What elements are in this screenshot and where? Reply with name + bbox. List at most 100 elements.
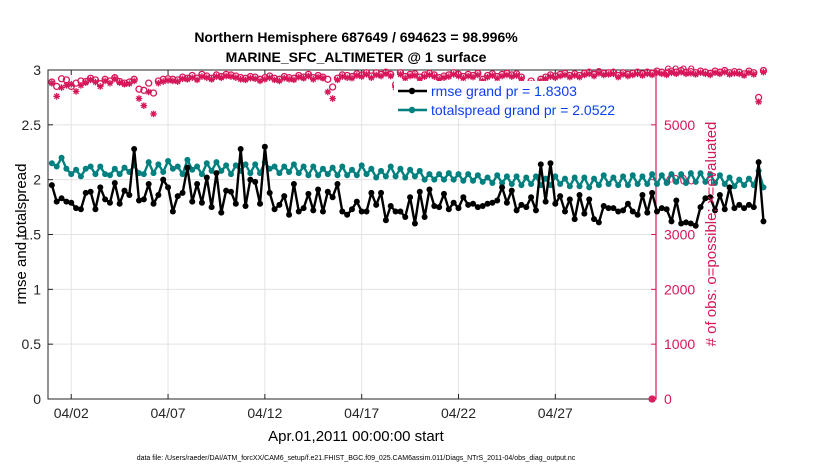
obs-evaluated-marker xyxy=(605,71,612,78)
obs-possible-marker xyxy=(711,67,719,75)
totalspread-point xyxy=(82,165,89,172)
obs-possible-marker xyxy=(212,71,221,79)
obs-evaluated-marker xyxy=(648,71,656,79)
obs-possible-marker xyxy=(362,69,371,77)
totalspread-point xyxy=(165,158,172,165)
obs-possible-marker xyxy=(96,80,104,88)
totalspread-point xyxy=(581,174,588,181)
obs-possible-marker xyxy=(77,77,85,85)
totalspread-point xyxy=(571,174,578,181)
rmse-point xyxy=(629,208,636,215)
totalspread-point xyxy=(295,170,302,177)
rmse-point xyxy=(174,193,181,200)
obs-evaluated-marker xyxy=(595,69,603,77)
rmse-point xyxy=(692,222,699,229)
obs-possible-marker xyxy=(653,67,661,75)
rmse-point xyxy=(712,207,719,214)
totalspread-point xyxy=(411,173,418,180)
y-axis-left-label: rmse and totalspread xyxy=(13,164,30,305)
totalspread-point xyxy=(692,178,699,185)
obs-evaluated-marker xyxy=(111,75,119,83)
rmse-point xyxy=(310,207,317,214)
obs-evaluated-marker xyxy=(358,73,365,80)
obs-evaluated-marker xyxy=(571,72,578,79)
totalspread-point xyxy=(92,171,99,178)
obs-possible-marker xyxy=(609,68,618,76)
obs-evaluated-marker xyxy=(542,75,549,83)
obs-possible-marker xyxy=(338,71,346,79)
obs-possible-marker xyxy=(745,67,753,75)
rmse-point xyxy=(755,159,762,166)
totalspread-point xyxy=(300,163,307,170)
obs-evaluated-marker xyxy=(285,76,293,83)
obs-possible-marker xyxy=(725,69,734,77)
rmse-point xyxy=(494,197,501,204)
rmse-point xyxy=(227,188,234,195)
totalspread-point xyxy=(223,162,230,169)
obs-possible-marker xyxy=(716,68,724,76)
rmse-point xyxy=(760,218,767,225)
obs-possible-marker xyxy=(324,75,332,83)
rmse-point xyxy=(702,195,709,202)
rmse-point xyxy=(97,184,104,191)
obs-evaluated-marker xyxy=(319,74,327,82)
obs-possible-marker xyxy=(498,70,506,79)
obs-possible-marker xyxy=(682,68,690,76)
obs-possible-marker xyxy=(474,69,482,77)
obs-possible-marker xyxy=(314,71,322,80)
rmse-point xyxy=(668,218,675,225)
totalspread-point xyxy=(232,162,239,169)
obs-evaluated-marker xyxy=(760,68,767,76)
obs-evaluated-marker xyxy=(203,74,211,81)
totalspread-point xyxy=(639,173,646,180)
obs-evaluated-marker xyxy=(377,72,385,80)
rmse-point xyxy=(736,201,743,208)
obs-evaluated-marker xyxy=(721,68,729,76)
rmse-point xyxy=(48,182,55,189)
rmse-point xyxy=(750,204,757,211)
chart-title-line1: Northern Hemisphere 687649 / 694623 = 98… xyxy=(194,29,518,45)
obs-evaluated-marker xyxy=(639,72,646,79)
totalspread-point xyxy=(286,168,293,175)
obs-evaluated-marker xyxy=(72,88,80,95)
rmse-point xyxy=(678,220,685,227)
obs-evaluated-marker xyxy=(406,72,414,80)
totalspread-point xyxy=(518,182,525,189)
totalspread-point xyxy=(310,163,317,170)
totalspread-point xyxy=(484,174,491,181)
totalspread-point xyxy=(68,171,75,178)
obs-possible-marker xyxy=(367,72,376,80)
y-tick-label-left: 3 xyxy=(33,62,41,78)
rmse-point xyxy=(721,206,728,213)
totalspread-point xyxy=(189,166,196,173)
totalspread-point xyxy=(532,173,539,180)
rmse-point xyxy=(644,209,651,216)
totalspread-point xyxy=(339,163,346,170)
obs-possible-marker xyxy=(629,69,637,77)
totalspread-point xyxy=(203,160,210,167)
obs-evaluated-marker xyxy=(460,74,467,82)
obs-possible-marker xyxy=(115,77,124,86)
rmse-point xyxy=(431,202,438,209)
obs-possible-marker xyxy=(411,70,419,78)
totalspread-point xyxy=(620,173,627,180)
obs-possible-marker xyxy=(464,70,472,79)
totalspread-point xyxy=(281,163,288,170)
rmse-point xyxy=(53,198,60,205)
totalspread-point xyxy=(194,163,201,170)
obs-evaluated-marker xyxy=(116,79,123,86)
totalspread-point xyxy=(271,163,278,170)
totalspread-point xyxy=(426,171,433,178)
obs-possible-marker xyxy=(285,74,293,82)
obs-evaluated-marker xyxy=(610,70,617,78)
obs-possible-marker xyxy=(420,71,429,79)
obs-evaluated-marker xyxy=(150,110,157,118)
obs-evaluated-marker xyxy=(343,74,351,81)
obs-evaluated-marker xyxy=(314,73,322,81)
obs-evaluated-marker xyxy=(164,77,172,84)
obs-evaluated-marker xyxy=(706,71,714,79)
totalspread-point xyxy=(499,179,506,186)
rmse-point xyxy=(373,201,380,208)
obs-possible-marker xyxy=(53,82,61,91)
totalspread-point xyxy=(160,168,167,175)
